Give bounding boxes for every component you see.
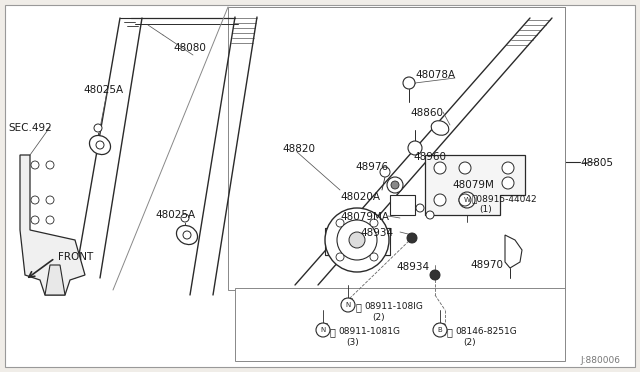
Circle shape (96, 141, 104, 149)
Text: 08146-8251G: 08146-8251G (455, 327, 516, 336)
Polygon shape (372, 228, 390, 255)
Text: 48079MA: 48079MA (340, 212, 389, 222)
Text: (2): (2) (463, 338, 476, 347)
Circle shape (387, 177, 403, 193)
Circle shape (426, 211, 434, 219)
Text: 48934: 48934 (360, 228, 393, 238)
Circle shape (370, 219, 378, 227)
Circle shape (336, 219, 344, 227)
Text: (2): (2) (372, 313, 385, 322)
Text: 48860: 48860 (410, 108, 443, 118)
Text: (3): (3) (346, 338, 359, 347)
Circle shape (416, 204, 424, 212)
Text: 08911-1081G: 08911-1081G (338, 327, 400, 336)
Circle shape (391, 181, 399, 189)
Circle shape (380, 167, 390, 177)
Text: 48025A: 48025A (83, 85, 123, 95)
Text: 48820: 48820 (282, 144, 315, 154)
Text: 08911-108lG: 08911-108lG (364, 302, 423, 311)
Text: N: N (321, 327, 326, 333)
Bar (235, 288, 565, 361)
Text: N: N (346, 302, 351, 308)
Circle shape (407, 233, 417, 243)
Circle shape (434, 162, 446, 174)
Text: SEC.492: SEC.492 (8, 123, 52, 133)
Circle shape (459, 194, 471, 206)
Ellipse shape (90, 135, 111, 154)
Polygon shape (45, 265, 65, 295)
Circle shape (349, 232, 365, 248)
Text: 48934: 48934 (396, 262, 429, 272)
Circle shape (459, 192, 475, 208)
Text: 48025A: 48025A (155, 210, 195, 220)
Text: FRONT: FRONT (58, 252, 93, 262)
Text: 48970: 48970 (470, 260, 503, 270)
Bar (228, 7, 565, 290)
Text: 48976: 48976 (355, 162, 388, 172)
Circle shape (46, 161, 54, 169)
Circle shape (46, 196, 54, 204)
Polygon shape (390, 195, 415, 215)
Polygon shape (425, 155, 525, 215)
Polygon shape (20, 155, 85, 295)
Polygon shape (325, 228, 342, 255)
Text: 48079M: 48079M (452, 180, 494, 190)
Text: Ⓦ08915-44042: Ⓦ08915-44042 (471, 194, 536, 203)
Circle shape (430, 270, 440, 280)
Text: (1): (1) (479, 205, 492, 214)
Ellipse shape (177, 225, 198, 244)
Circle shape (46, 216, 54, 224)
Circle shape (337, 220, 377, 260)
Text: 48020A: 48020A (340, 192, 380, 202)
Circle shape (459, 162, 471, 174)
Circle shape (408, 141, 422, 155)
Text: 48078A: 48078A (415, 70, 455, 80)
Circle shape (31, 216, 39, 224)
Circle shape (316, 323, 330, 337)
Circle shape (403, 77, 415, 89)
Text: W: W (463, 197, 470, 203)
Circle shape (31, 196, 39, 204)
Circle shape (31, 161, 39, 169)
Ellipse shape (431, 121, 449, 135)
Circle shape (183, 231, 191, 239)
Circle shape (341, 298, 355, 312)
Circle shape (370, 253, 378, 261)
Circle shape (434, 194, 446, 206)
Circle shape (94, 124, 102, 132)
Circle shape (325, 208, 389, 272)
Text: 48805: 48805 (580, 158, 613, 168)
Text: Ⓑ: Ⓑ (447, 327, 453, 337)
Text: Ⓝ: Ⓝ (330, 327, 336, 337)
Text: 48080: 48080 (173, 43, 206, 53)
Circle shape (502, 162, 514, 174)
Polygon shape (505, 235, 522, 268)
Text: Ⓝ: Ⓝ (356, 302, 362, 312)
Circle shape (433, 323, 447, 337)
Circle shape (502, 177, 514, 189)
Text: 48960: 48960 (413, 152, 446, 162)
Circle shape (336, 253, 344, 261)
Text: J:880006: J:880006 (580, 356, 620, 365)
Circle shape (181, 214, 189, 222)
Text: B: B (438, 327, 442, 333)
